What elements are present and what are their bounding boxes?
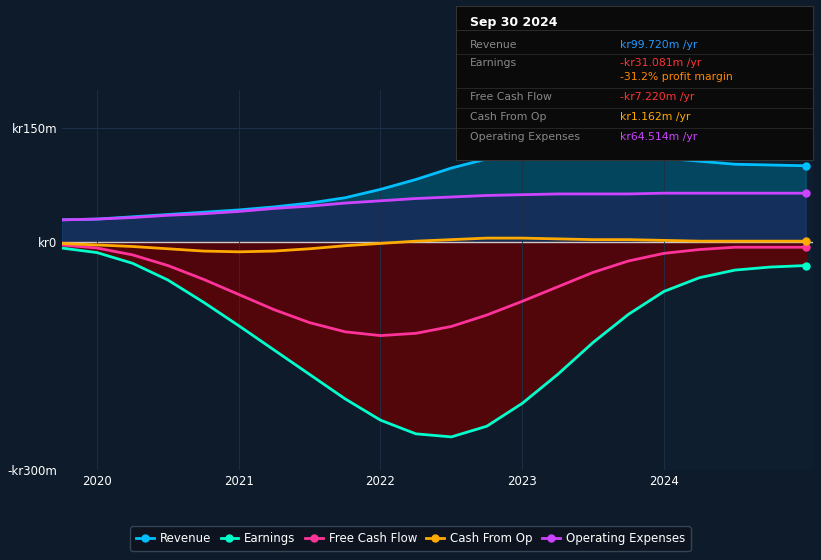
Text: -31.2% profit margin: -31.2% profit margin xyxy=(620,72,732,82)
Text: -kr31.081m /yr: -kr31.081m /yr xyxy=(620,58,701,68)
Text: -kr7.220m /yr: -kr7.220m /yr xyxy=(620,92,695,102)
Text: kr99.720m /yr: kr99.720m /yr xyxy=(620,40,697,50)
Text: Earnings: Earnings xyxy=(470,58,517,68)
Text: Operating Expenses: Operating Expenses xyxy=(470,132,580,142)
Text: Free Cash Flow: Free Cash Flow xyxy=(470,92,552,102)
Text: Revenue: Revenue xyxy=(470,40,517,50)
Bar xyxy=(664,90,813,470)
Legend: Revenue, Earnings, Free Cash Flow, Cash From Op, Operating Expenses: Revenue, Earnings, Free Cash Flow, Cash … xyxy=(131,526,690,551)
Text: kr64.514m /yr: kr64.514m /yr xyxy=(620,132,697,142)
Text: Sep 30 2024: Sep 30 2024 xyxy=(470,16,557,29)
Text: kr1.162m /yr: kr1.162m /yr xyxy=(620,112,690,122)
Text: Cash From Op: Cash From Op xyxy=(470,112,547,122)
